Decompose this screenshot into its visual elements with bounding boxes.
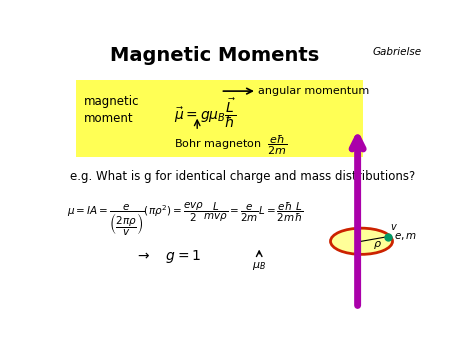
Text: $\vec{\mu} = g\mu_B \dfrac{\vec{L}}{\hbar}$: $\vec{\mu} = g\mu_B \dfrac{\vec{L}}{\hba… [174,97,237,131]
Text: Gabrielse: Gabrielse [373,47,422,57]
Text: angular momentum: angular momentum [258,86,370,96]
Text: $\mu_B$: $\mu_B$ [252,260,266,272]
Text: $\rho$: $\rho$ [373,239,382,251]
Text: Bohr magneton  $\dfrac{e\hbar}{2m}$: Bohr magneton $\dfrac{e\hbar}{2m}$ [174,133,287,157]
Text: $v$: $v$ [390,222,398,232]
Ellipse shape [330,228,392,254]
FancyBboxPatch shape [76,80,363,157]
Text: magnetic
moment: magnetic moment [84,95,139,125]
Text: e.g. What is g for identical charge and mass distributions?: e.g. What is g for identical charge and … [70,170,415,183]
Text: $\rightarrow \quad g = 1$: $\rightarrow \quad g = 1$ [135,248,201,265]
Text: $\mu = IA = \dfrac{e}{\left(\dfrac{2\pi\rho}{v}\right)}(\pi\rho^2) = \dfrac{ev\r: $\mu = IA = \dfrac{e}{\left(\dfrac{2\pi\… [67,201,304,238]
Text: $e, m$: $e, m$ [394,231,417,242]
Text: Magnetic Moments: Magnetic Moments [109,47,319,65]
